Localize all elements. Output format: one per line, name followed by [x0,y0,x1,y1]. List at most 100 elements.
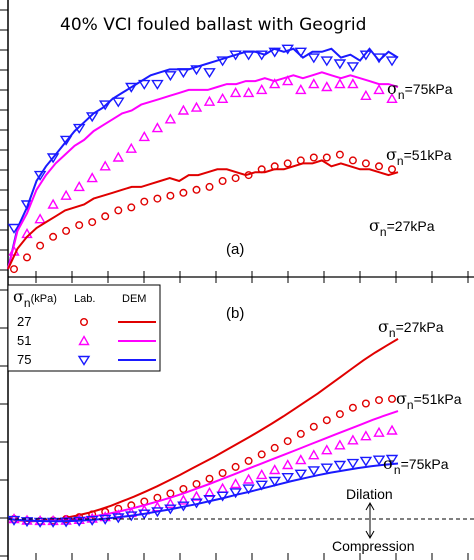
lab-point-27 [244,456,253,465]
lab-point-27 [75,221,84,230]
lab-point-75 [307,53,321,64]
x-axis-ticks [35,271,469,560]
legend-header-dem: DEM [122,293,146,305]
lab-point-75 [138,509,151,520]
lab-point-75 [85,112,99,123]
lab-point-27 [283,437,292,446]
lab-point-75 [7,515,21,526]
lab-point-51 [360,89,372,100]
lab-point-75 [320,463,334,474]
lab-point-75 [59,517,73,528]
lab-point-27 [9,265,18,274]
legend-row-75-label: 75 [17,352,31,367]
lab-point-51 [373,426,385,437]
lab-point-51 [334,78,346,89]
lab-point-27 [62,226,71,235]
lab-point-75 [268,476,281,487]
lab-point-51 [321,81,333,92]
dilation-label: Dilation [346,486,393,502]
lab-point-27 [335,150,344,159]
lab-point-75 [98,100,112,111]
panel-a-y-ticks [0,9,8,271]
lab-point-51 [86,172,98,183]
compression-label: Compression [332,538,414,554]
lab-point-27 [375,162,384,171]
lab-point-75 [33,517,47,528]
annotation-b-sigma-51-text: =51kPa [414,391,462,407]
lab-point-27 [322,416,331,425]
lab-point-27 [179,188,188,197]
dem-line-51 [7,410,399,522]
lab-point-27 [309,153,318,162]
panel-b-plot [7,338,399,528]
lab-point-75 [85,515,99,526]
lab-point-27 [23,253,32,262]
lab-point-51 [308,78,320,89]
lab-point-75 [294,469,308,480]
lab-point-51 [99,160,111,171]
lab-point-75 [346,458,360,469]
lab-point-75 [346,62,360,73]
lab-point-51 [86,512,98,523]
lab-point-51 [321,444,333,455]
lab-point-51 [60,189,72,200]
lab-point-75 [359,456,373,467]
lab-point-75 [7,223,21,234]
lab-point-75 [203,495,216,506]
panel-a-plot [7,44,399,274]
lab-point-27 [309,422,318,431]
lab-point-51 [99,511,111,522]
lab-point-51 [164,113,177,124]
lab-point-51 [308,449,320,460]
lab-point-75 [190,498,203,509]
lab-point-75 [281,44,294,55]
lab-point-51 [34,213,46,224]
lab-point-51 [203,95,216,106]
lab-point-27 [244,171,253,180]
lab-point-51 [151,122,164,133]
lab-point-27 [361,399,370,408]
lab-point-75 [164,71,177,82]
lab-point-51 [177,494,190,505]
lab-point-75 [242,484,255,495]
lab-point-75 [333,59,347,70]
lab-point-51 [295,454,307,465]
lab-point-75 [255,480,268,491]
legend-lab-symbol-27 [79,318,88,327]
lab-point-51 [151,501,164,512]
lab-point-75 [385,56,399,67]
lab-point-75 [320,56,334,67]
lab-point-27 [88,218,97,227]
lab-point-27 [192,480,201,489]
lab-point-75 [190,65,203,76]
lab-point-51 [269,78,281,89]
lab-point-51 [386,92,398,103]
lab-point-51 [216,92,229,103]
lab-point-27 [270,443,279,452]
lab-point-75 [112,513,125,524]
annotation-sigma-51-text: =51kPa [404,147,452,163]
lab-point-27 [335,410,344,419]
lab-point-51 [73,180,85,192]
lab-point-51 [229,478,242,489]
lab-point-75 [268,47,281,58]
annotation-b-sigma-27: σn=27kPa [378,317,444,340]
lab-point-75 [281,473,294,484]
lab-point-51 [242,86,255,98]
lab-point-75 [294,47,308,58]
lab-point-27 [361,159,370,168]
panel-b-y-ticks [0,289,8,557]
lab-point-75 [177,501,190,512]
lab-point-27 [140,197,149,206]
lab-point-51 [125,142,137,153]
lab-point-27 [153,194,162,203]
lab-point-75 [151,507,164,518]
lab-point-75 [203,68,216,79]
lab-point-27 [296,429,305,438]
lab-point-51 [242,473,255,484]
panel-b-label: (b) [226,305,244,322]
legend-header-sigma: σn(kPa) [13,287,57,310]
annotation-b-sigma-27-text: =27kPa [396,319,444,335]
lab-point-51 [256,83,268,95]
